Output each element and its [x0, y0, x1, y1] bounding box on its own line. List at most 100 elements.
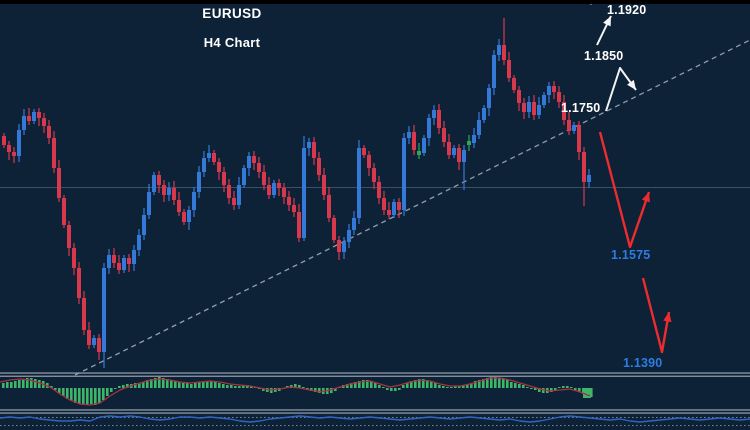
macd-histogram-bar — [138, 383, 141, 388]
macd-histogram-bar — [510, 382, 513, 388]
macd-histogram-bar — [6, 382, 9, 388]
macd-histogram-bar — [38, 380, 41, 388]
candle-body — [32, 112, 36, 121]
macd-histogram-bar — [486, 378, 489, 388]
macd-histogram-bar — [98, 388, 101, 403]
candle-body — [112, 255, 116, 263]
macd-histogram-bar — [2, 383, 5, 388]
macd-histogram-bar — [466, 384, 469, 388]
candle-body — [202, 158, 206, 172]
macd-histogram-bar — [542, 388, 545, 393]
macd-histogram-bar — [86, 388, 89, 405]
candle-body — [437, 110, 441, 128]
candle-body — [152, 175, 156, 192]
macd-histogram-bar — [250, 386, 253, 388]
candle-body — [237, 185, 241, 205]
macd-histogram-bar — [498, 378, 501, 388]
macd-histogram-bar — [218, 383, 221, 388]
macd-histogram-bar — [210, 381, 213, 388]
macd-histogram-bar — [190, 384, 193, 388]
macd-histogram-bar — [494, 377, 497, 388]
macd-histogram-bar — [298, 385, 301, 388]
candle-body — [142, 215, 146, 235]
macd-histogram-bar — [366, 380, 369, 388]
candle-body — [567, 120, 571, 131]
arrow-to-1.1920-head — [603, 16, 611, 27]
candle-body — [262, 172, 266, 185]
macd-histogram-bar — [170, 380, 173, 388]
candle-body — [452, 148, 456, 155]
arrow-reject-1.1850-head — [627, 79, 636, 90]
macd-histogram-bar — [166, 379, 169, 388]
macd-histogram-bar — [50, 386, 53, 388]
macd-histogram-bar — [570, 387, 573, 388]
macd-histogram-bar — [334, 388, 337, 391]
panel-separator — [0, 409, 750, 411]
candle-body — [282, 188, 286, 197]
candle-body — [522, 103, 526, 112]
candle-body — [382, 198, 386, 210]
candle-body — [57, 168, 61, 198]
candle-body — [377, 182, 381, 198]
candle-body — [127, 258, 131, 264]
macd-histogram-bar — [462, 385, 465, 388]
candle-body — [292, 205, 296, 212]
panel-separator — [0, 372, 750, 374]
candle-body — [447, 142, 451, 155]
macd-histogram-bar — [478, 380, 481, 388]
candle-body — [392, 202, 396, 215]
macd-histogram-bar — [94, 388, 97, 405]
candle-body — [577, 125, 581, 152]
macd-histogram-bar — [562, 386, 565, 388]
macd-histogram-bar — [446, 387, 449, 388]
macd-histogram-bar — [526, 387, 529, 388]
macd-histogram-bar — [578, 388, 581, 392]
candle-body — [67, 225, 71, 248]
candle-body — [62, 198, 66, 225]
candle-body — [102, 268, 106, 352]
candle-body — [92, 338, 96, 345]
candle-body — [232, 198, 236, 205]
macd-histogram-bar — [78, 388, 81, 404]
macd-histogram-bar — [318, 388, 321, 393]
macd-histogram-bar — [226, 385, 229, 388]
projection-arrow-lower-head — [663, 312, 672, 323]
candle-body — [352, 218, 356, 230]
macd-histogram-bar — [574, 388, 577, 390]
candle-body — [277, 183, 281, 188]
candle-body — [362, 148, 366, 155]
macd-histogram-bar — [402, 385, 405, 388]
macd-histogram-bar — [242, 385, 245, 388]
macd-histogram-bar — [422, 379, 425, 388]
candle-body — [507, 60, 511, 78]
candle-body — [587, 175, 591, 182]
candle-body — [222, 172, 226, 185]
macd-histogram-bar — [122, 385, 125, 388]
macd-histogram-bar — [178, 382, 181, 388]
macd-histogram-bar — [70, 388, 73, 401]
macd-histogram-bar — [506, 380, 509, 388]
candle-body — [402, 138, 406, 210]
candle-body — [17, 130, 21, 156]
candle-body — [12, 152, 16, 156]
candle-body — [287, 197, 291, 205]
candle-body — [367, 155, 371, 168]
candle-body — [87, 330, 91, 345]
panel-separator — [0, 412, 750, 414]
candle-body — [537, 105, 541, 115]
candle-body — [457, 148, 461, 162]
projection-arrow-lower — [641, 277, 671, 354]
candle-body — [7, 145, 11, 152]
macd-histogram-bar — [394, 388, 397, 391]
macd-histogram-bar — [474, 381, 477, 388]
projection-arrow-upper-head — [641, 192, 650, 203]
macd-histogram-bar — [442, 386, 445, 388]
candle-body — [252, 156, 256, 163]
candle-body — [482, 108, 486, 120]
macd-histogram-bar — [354, 382, 357, 388]
macd-histogram-bar — [426, 380, 429, 388]
macd-histogram-bar — [114, 388, 117, 389]
candle-body — [572, 125, 576, 131]
